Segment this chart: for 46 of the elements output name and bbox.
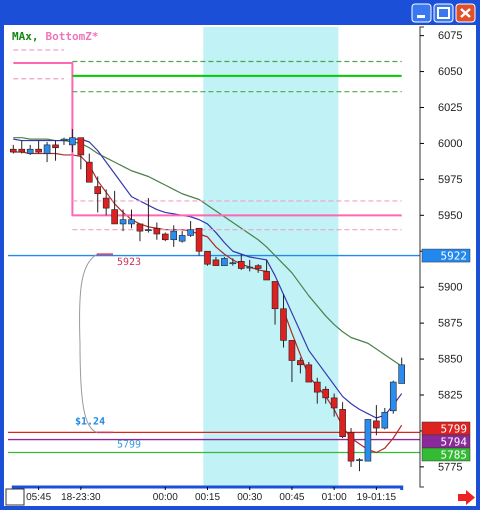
candlestick — [314, 377, 321, 404]
candlestick — [330, 393, 338, 418]
candlestick — [26, 144, 34, 156]
candlestick — [78, 137, 84, 170]
x-tick-label: 19-01:15 — [356, 492, 397, 504]
x-tick-label: 01:00 — [322, 492, 348, 504]
x-tick-label: 00:45 — [279, 492, 305, 504]
ref-line-label: 5922 — [440, 250, 467, 263]
y-tick-label: 5875 — [438, 318, 462, 330]
candlestick — [170, 224, 178, 248]
candlestick — [238, 254, 245, 270]
y-tick-label: 5950 — [438, 210, 462, 222]
candlestick — [154, 222, 160, 240]
y-tick-label: 6025 — [438, 102, 462, 114]
candlestick — [322, 386, 330, 404]
y-tick-label: 5975 — [438, 174, 462, 186]
annotation: MAx, — [12, 30, 38, 43]
x-tick-label: 00:00 — [152, 492, 178, 504]
candlestick — [306, 361, 312, 383]
candlestick — [86, 153, 93, 183]
candlestick — [94, 176, 102, 213]
candlestick — [178, 230, 186, 244]
y-tick-label: 6050 — [438, 66, 462, 78]
candlestick — [102, 188, 110, 216]
y-tick-label: 5850 — [438, 354, 462, 366]
x-tick-label: 00:15 — [194, 492, 220, 504]
ref-line-label: 5794 — [440, 435, 468, 448]
annotation: BottomZ* — [46, 30, 98, 43]
candlestick — [263, 259, 270, 280]
x-tick-label: 05:45 — [26, 492, 52, 504]
annotation: 5923 — [117, 257, 142, 268]
x-tick-label: 18-23:30 — [61, 492, 102, 504]
ref-line-label: 5799 — [440, 422, 467, 436]
ref-line-label: 5785 — [440, 448, 467, 462]
candlestick — [18, 140, 26, 154]
y-tick-label: 5825 — [438, 390, 462, 402]
x-tick-label: 00:30 — [237, 492, 263, 504]
y-tick-label: 5775 — [438, 461, 462, 474]
y-tick-label: 6075 — [438, 30, 462, 42]
candlestick — [382, 407, 388, 430]
annotation: $1.24 — [75, 416, 106, 428]
candlestick — [398, 357, 405, 384]
annotation: 5799 — [117, 439, 142, 450]
y-tick-label: 6000 — [438, 138, 462, 150]
y-tick-label: 5900 — [438, 282, 462, 294]
candlestick — [246, 259, 254, 272]
